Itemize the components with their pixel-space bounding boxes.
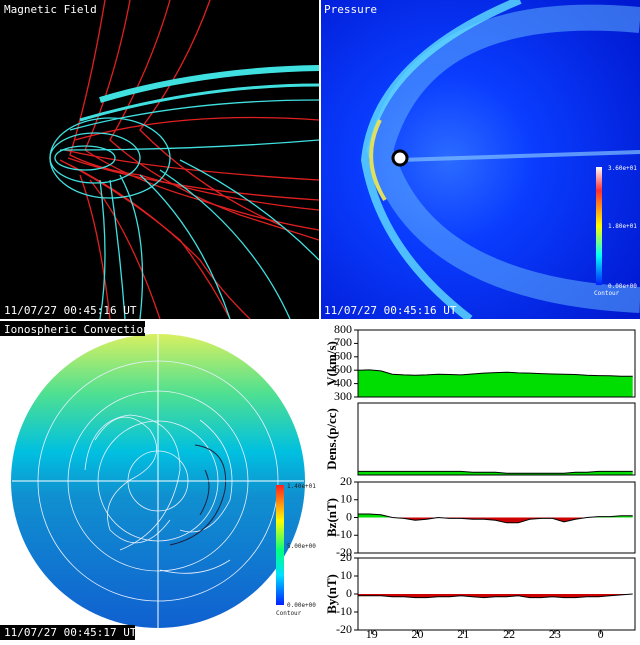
line <box>357 369 633 377</box>
area <box>358 514 633 523</box>
y-axis-label: Bz(nT) <box>324 498 339 537</box>
plot-frame <box>357 557 636 631</box>
panel-title: Pressure <box>324 3 377 16</box>
line <box>358 593 633 599</box>
x-tick-label: 22 <box>503 627 515 640</box>
x-tick-label: 0 <box>598 627 604 640</box>
y-axis-label: V(km/s) <box>324 341 339 386</box>
colorbar-label: 1.80e+01 <box>608 223 637 230</box>
y-tick-label: -10 <box>336 527 352 541</box>
colorbar-label: 3.60e+01 <box>608 165 637 172</box>
y-axis-label: By(nT) <box>324 574 339 614</box>
y-tick-label: 600 <box>334 349 352 363</box>
y-tick-label: 20 <box>340 474 352 488</box>
y-tick-label: 700 <box>334 335 352 349</box>
x-tick-label: 21 <box>457 627 469 640</box>
magnetic-panel <box>0 0 319 319</box>
y-tick-label: 10 <box>340 568 352 582</box>
area <box>358 594 633 598</box>
x-tick-label: 23 <box>549 627 561 640</box>
y-tick-label: 20 <box>340 550 352 564</box>
plot-area <box>358 403 635 475</box>
y-tick-label: -10 <box>336 604 352 618</box>
colorbar-caption: Contour <box>276 610 302 617</box>
area <box>358 471 633 475</box>
x-tick-label: 19 <box>366 627 378 640</box>
x-tick-label: 20 <box>412 627 424 640</box>
y-tick-label: 10 <box>340 492 352 506</box>
y-axis-label: Dens.(p/cc) <box>324 408 339 470</box>
timestamp: 11/07/27 00:45:16 UT <box>4 304 137 317</box>
separator <box>0 319 640 321</box>
y-tick-label: 300 <box>334 389 352 403</box>
y-tick-label: 0 <box>346 586 352 600</box>
colorbar-label: 0.00e+00 <box>608 283 637 290</box>
area <box>358 369 633 397</box>
plot-frame <box>357 329 636 398</box>
timestamp: 11/07/27 00:45:17 UT <box>4 626 137 639</box>
line <box>358 513 633 524</box>
colorbar-label: 1.40e+01 <box>287 483 316 490</box>
colorbar <box>596 167 602 285</box>
line <box>358 470 633 474</box>
y-tick-label: 400 <box>334 375 352 389</box>
contour-dark <box>169 444 227 546</box>
y-tick-label: -20 <box>336 545 352 559</box>
y-tick-label: 800 <box>334 322 352 336</box>
panel-title: Magnetic Field <box>4 3 97 16</box>
y-tick-label: 0 <box>346 509 352 523</box>
plot-frame <box>357 481 636 554</box>
y-tick-label: -20 <box>336 622 352 636</box>
colorbar-label: 5.00e+00 <box>287 543 316 550</box>
title-bg <box>0 625 135 640</box>
plot-frame <box>357 402 636 476</box>
timestamp: 11/07/27 00:45:16 UT <box>324 304 457 317</box>
colorbar-caption: Contour <box>594 290 620 297</box>
bow-shock <box>360 0 640 319</box>
title-bg <box>0 321 145 336</box>
panel-title: Ionospheric Convection <box>4 323 150 336</box>
field-lines <box>49 0 319 319</box>
colorbar <box>276 485 284 605</box>
colorbar-label: 0.00e+00 <box>287 602 316 609</box>
y-tick-label: 500 <box>334 362 352 376</box>
